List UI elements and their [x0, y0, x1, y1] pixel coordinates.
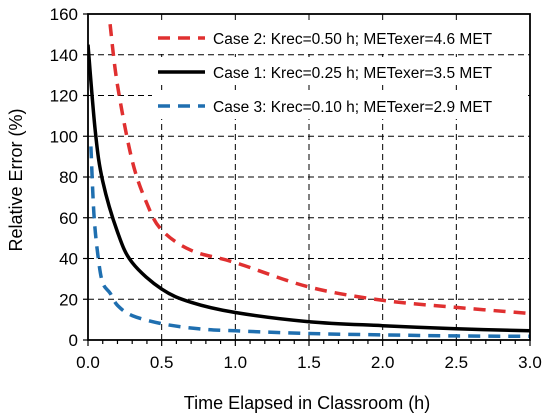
y-tick-label: 60 [59, 209, 78, 228]
series-line-2 [88, 44, 530, 333]
legend-bg [152, 57, 528, 85]
x-tick-label: 2.0 [371, 353, 395, 372]
y-ticks: 0 20 40 60 80 100 120 140 160 [50, 5, 88, 350]
y-axis-label: Relative Error (%) [6, 108, 26, 251]
x-tick-label: 3.0 [518, 353, 542, 372]
series-lines [88, 23, 530, 339]
y-tick-label: 20 [59, 290, 78, 309]
y-tick-label: 160 [50, 5, 78, 24]
legend: Case 2: Krec=0.50 h; METexer=4.6 MET Case… [152, 23, 528, 119]
y-tick-label: 140 [50, 46, 78, 65]
x-tick-label: 0.0 [76, 353, 100, 372]
y-tick-label: 120 [50, 87, 78, 106]
y-tick-label: 100 [50, 127, 78, 146]
x-tick-label: 0.5 [150, 353, 174, 372]
x-tick-label: 1.0 [224, 353, 248, 372]
x-ticks: 0.0 0.5 1.0 1.5 2.0 2.5 3.0 [76, 340, 542, 372]
legend-label: Case 1: Krec=0.25 h; METexer=3.5 MET [213, 65, 493, 82]
y-tick-label: 0 [69, 331, 78, 350]
x-axis-label: Time Elapsed in Classroom (h) [184, 393, 430, 413]
legend-bg [152, 23, 528, 51]
series-line-3 [89, 146, 530, 339]
legend-bg [152, 91, 528, 119]
legend-label: Case 3: Krec=0.10 h; METexer=2.9 MET [213, 99, 493, 116]
y-tick-label: 40 [59, 250, 78, 269]
x-tick-label: 1.5 [297, 353, 321, 372]
y-tick-label: 80 [59, 168, 78, 187]
x-tick-label: 2.5 [445, 353, 469, 372]
legend-label: Case 2: Krec=0.50 h; METexer=4.6 MET [213, 31, 493, 48]
